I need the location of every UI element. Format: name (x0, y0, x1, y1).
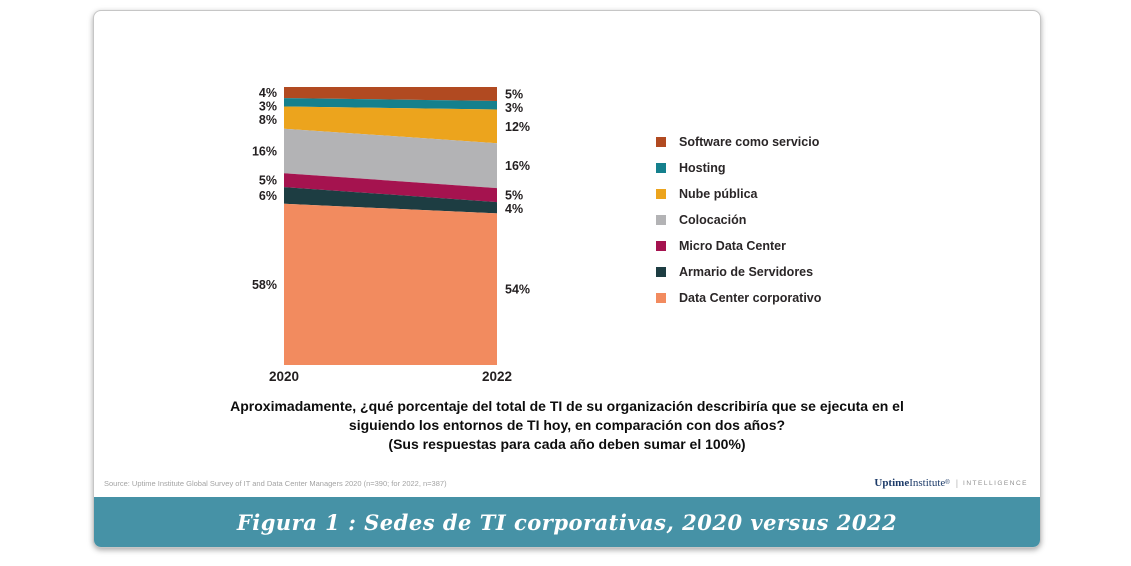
area-segment (284, 128, 497, 189)
legend-label: Armario de Servidores (679, 265, 814, 279)
legend-swatch (656, 267, 666, 277)
value-label-2020: 3% (259, 100, 277, 114)
axis-year-label: 2020 (269, 369, 299, 384)
legend-item: Software como servicio (656, 129, 821, 155)
area-segment (284, 87, 497, 101)
area-segment (284, 173, 497, 203)
value-label-2020: 6% (259, 189, 277, 203)
figure-card: 4% 3% 8% 16% 5% 6% 58% 5% 3% 12% 16% 5% 4% 54% 2020 202… (93, 10, 1041, 548)
legend-item: Nube pública (656, 181, 821, 207)
figure-caption-banner: Figura 1 : Sedes de TI corporativas, 202… (94, 497, 1040, 547)
question-line: (Sus respuestas para cada año deben suma… (388, 436, 746, 452)
legend-item: Armario de Servidores (656, 259, 821, 285)
source-text: Source: Uptime Institute Global Survey o… (104, 478, 447, 488)
legend-item: Colocación (656, 207, 821, 233)
area-segment (284, 98, 497, 110)
value-label-2022: 54% (505, 283, 530, 297)
legend-swatch (656, 163, 666, 173)
legend-swatch (656, 189, 666, 199)
value-label-2022: 5% (505, 88, 523, 102)
value-label-2020: 16% (252, 144, 277, 158)
legend-swatch (656, 215, 666, 225)
legend-swatch (656, 293, 666, 303)
value-label-2022: 4% (505, 202, 523, 216)
brand-name-light: Institute (909, 477, 946, 489)
value-label-2022: 3% (505, 101, 523, 115)
chart-area: 4% 3% 8% 16% 5% 6% 58% 5% 3% 12% 16% 5% 4% 54% 2020 202… (234, 75, 564, 387)
axis-year-label: 2022 (482, 369, 512, 384)
legend-label: Data Center corporativo (679, 291, 822, 305)
legend-item: Data Center corporativo (656, 285, 821, 311)
legend-label: Software como servicio (679, 135, 820, 149)
legend-swatch (656, 137, 666, 147)
source-row: Source: Uptime Institute Global Survey o… (104, 477, 1028, 489)
value-label-2020: 4% (259, 86, 277, 100)
value-label-2022: 12% (505, 120, 530, 134)
value-label-2022: 5% (505, 189, 523, 203)
survey-question: Aproximadamente, ¿qué porcentaje del tot… (94, 397, 1040, 454)
value-label-2020: 5% (259, 174, 277, 188)
question-line: Aproximadamente, ¿qué porcentaje del tot… (230, 398, 904, 414)
legend-swatch (656, 241, 666, 251)
registered-mark: ® (945, 480, 950, 486)
uptime-institute-logo: Uptime Institute ® | INTELLIGENCE (874, 477, 1028, 489)
question-line: siguiendo los entornos de TI hoy, en com… (348, 417, 786, 433)
value-label-2022: 16% (505, 159, 530, 173)
legend-label: Micro Data Center (679, 239, 786, 253)
value-label-2020: 58% (252, 278, 277, 292)
legend-label: Nube pública (679, 187, 758, 201)
legend-label: Hosting (679, 161, 726, 175)
area-segment (284, 106, 497, 144)
legend-label: Colocación (679, 213, 747, 227)
legend-item: Hosting (656, 155, 821, 181)
figure-caption: Figura 1 : Sedes de TI corporativas, 202… (236, 509, 898, 535)
area-segment (284, 203, 497, 365)
legend-item: Micro Data Center (656, 233, 821, 259)
brand-suffix: INTELLIGENCE (963, 479, 1028, 487)
chart-legend: Software como servicio Hosting Nube públic… (656, 129, 821, 311)
brand-name-bold: Uptime (874, 477, 910, 489)
value-label-2020: 8% (259, 113, 277, 127)
brand-divider: | (955, 478, 959, 488)
stacked-area-chart: 4%3%8%16%5%6%58%5%3%12%16%5%4%54%2020 202… (252, 86, 530, 384)
area-segment (284, 187, 497, 214)
